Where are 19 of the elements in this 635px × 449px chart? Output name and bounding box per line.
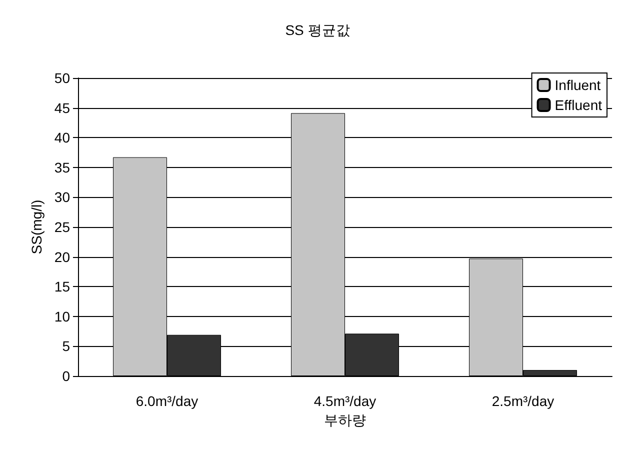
x-axis-title: 부하량 (324, 412, 366, 428)
y-tick-label: 50 (54, 70, 70, 86)
x-tick-label: 2.5m³/day (492, 393, 554, 409)
y-tick-label: 5 (62, 338, 70, 354)
y-tick-label: 10 (54, 308, 70, 324)
y-tick-label: 45 (54, 100, 70, 116)
y-tick-label: 40 (54, 130, 70, 146)
legend-label: Effluent (554, 97, 602, 113)
y-tick-label: 20 (54, 248, 70, 265)
x-tick-label: 6.0m³/day (136, 393, 198, 409)
y-tick-label: 35 (54, 159, 70, 176)
chart-title: SS 평균값 (285, 22, 350, 38)
y-axis-title: SS(mg/l) (28, 200, 45, 254)
legend-label: Influent (554, 77, 601, 93)
x-tick-label: 4.5m³/day (314, 393, 376, 409)
y-tick-label: 15 (54, 278, 70, 295)
y-tick-label: 25 (54, 219, 70, 235)
y-tick-label: 0 (62, 368, 70, 384)
y-tick-label: 30 (54, 189, 70, 206)
